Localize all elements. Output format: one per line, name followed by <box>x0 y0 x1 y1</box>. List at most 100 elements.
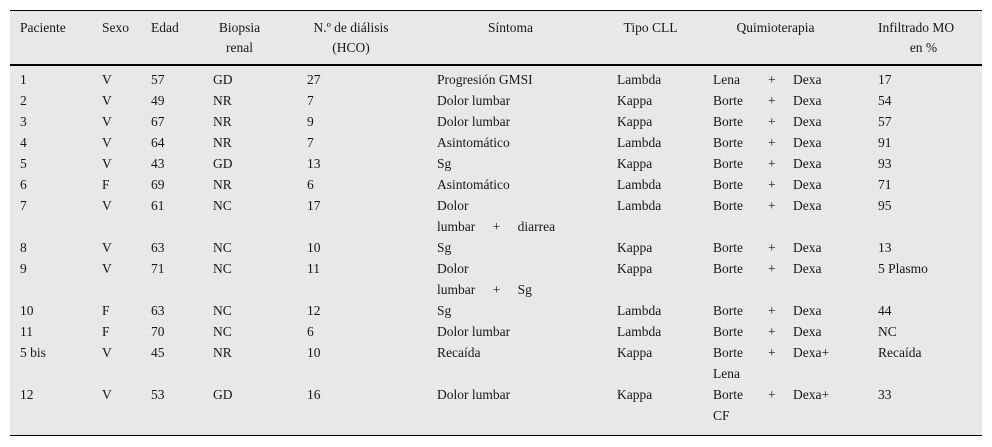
quimio-drug2: Dexa <box>793 240 822 255</box>
cell-dialisis: 11 <box>307 261 320 276</box>
quimio-drug1: Borte <box>713 177 743 192</box>
quimio-plus: + <box>768 240 776 255</box>
table-row: 8 V 63 NC 10 Sg Kappa Borte + Dexa 13 <box>10 237 982 258</box>
quimio-combo: Borte + Dexa <box>713 237 870 258</box>
cell-paciente: 3 <box>20 114 27 129</box>
cell-dialisis: 6 <box>307 177 314 192</box>
quimio-extra: Lena <box>713 366 740 381</box>
quimio-drug2: Dexa <box>793 72 822 87</box>
cell-quimio: Borte + Dexa <box>695 132 870 153</box>
cell-quimio: Borte + Dexa <box>695 153 870 174</box>
table-row: 11 F 70 NC 6 Dolor lumbar Lambda Borte + Dexa NC <box>10 321 982 342</box>
cell-biopsia: NC <box>213 198 232 213</box>
col-header-biopsia-renal: Biopsia renal <box>203 11 288 66</box>
cell-sexo: V <box>102 240 112 255</box>
quimio-combo: Borte + Dexa <box>713 195 870 216</box>
cell-tipo-cll: Kappa <box>617 114 653 129</box>
sintoma-line: Dolor lumbar <box>437 387 511 402</box>
cell-quimio: Borte + Dexa <box>695 90 870 111</box>
cell-sintoma: Dolor lumbar + Sg <box>415 258 607 300</box>
table-body: 1 V 57 GD 27 Progresión GMSI Lambda Lena + Dexa 17… <box>10 65 982 435</box>
cell-edad: 49 <box>151 93 165 108</box>
cell-quimio: Borte + Dexa <box>695 300 870 321</box>
cell-sexo: F <box>102 177 110 192</box>
cell-sexo: V <box>102 345 112 360</box>
cell-dialisis: 10 <box>307 345 321 360</box>
cell-sintoma: Dolor lumbar <box>415 321 607 342</box>
table-row: 3 V 67 NR 9 Dolor lumbar Kappa Borte + Dexa 57 <box>10 111 982 132</box>
cell-tipo-cll: Lambda <box>617 72 662 87</box>
cell-biopsia: GD <box>213 387 233 402</box>
cell-biopsia: NR <box>213 93 232 108</box>
cell-tipo-cll: Lambda <box>617 135 662 150</box>
cell-infiltrado: 57 <box>878 114 892 129</box>
cell-tipo-cll: Lambda <box>617 177 662 192</box>
cell-paciente: 10 <box>20 303 34 318</box>
col-header-num-dialisis: N.º de diálisis (HCO) <box>288 11 415 66</box>
quimio-drug1: Borte <box>713 198 743 213</box>
quimio-combo: Lena + Dexa <box>713 69 870 90</box>
quimio-combo: Borte + Dexa <box>713 153 870 174</box>
table-row: 1 V 57 GD 27 Progresión GMSI Lambda Lena + Dexa 17 <box>10 65 982 90</box>
cell-quimio: Borte + Dexa <box>695 195 870 237</box>
col-header-sexo: Sexo <box>95 11 148 66</box>
cell-tipo-cll: Kappa <box>617 387 653 402</box>
cell-sintoma: Sg <box>415 153 607 174</box>
cell-infiltrado: 5 Plasmo <box>878 261 928 276</box>
quimio-combo: Borte + Dexa+ CF <box>713 384 870 426</box>
sintoma-line: Dolor lumbar <box>437 114 511 129</box>
cell-dialisis: 17 <box>307 198 321 213</box>
cell-quimio: Lena + Dexa <box>695 65 870 90</box>
cell-edad: 71 <box>151 261 165 276</box>
cell-tipo-cll: Kappa <box>617 240 653 255</box>
quimio-plus: + <box>768 135 776 150</box>
table-header-row: Paciente Sexo Edad Biopsia renal N.º de … <box>10 11 982 66</box>
cell-sintoma: Dolor lumbar <box>415 384 607 435</box>
cell-sexo: F <box>102 303 110 318</box>
quimio-drug1: Borte <box>713 114 743 129</box>
cell-edad: 43 <box>151 156 165 171</box>
quimio-plus: + <box>768 387 776 402</box>
cell-biopsia: NR <box>213 135 232 150</box>
col-header-edad: Edad <box>148 11 203 66</box>
table-row: 10 F 63 NC 12 Sg Lambda Borte + Dexa 44 <box>10 300 982 321</box>
cell-quimio: Borte + Dexa <box>695 237 870 258</box>
cell-sexo: V <box>102 387 112 402</box>
cell-edad: 57 <box>151 72 165 87</box>
cell-edad: 45 <box>151 345 165 360</box>
sintoma-line: Dolor lumbar <box>437 93 511 108</box>
cell-sintoma: Progresión GMSI <box>415 65 607 90</box>
cell-sintoma: Recaída <box>415 342 607 384</box>
cell-quimio: Borte + Dexa <box>695 321 870 342</box>
sintoma-line: Asintomático <box>437 135 510 150</box>
quimio-plus: + <box>768 324 776 339</box>
cell-biopsia: NC <box>213 324 232 339</box>
quimio-drug1: Borte <box>713 135 743 150</box>
quimio-drug2: Dexa <box>793 261 822 276</box>
cell-dialisis: 27 <box>307 72 321 87</box>
cell-sintoma: Dolor lumbar <box>415 90 607 111</box>
quimio-drug1: Borte <box>713 387 743 402</box>
cell-tipo-cll: Kappa <box>617 93 653 108</box>
cell-dialisis: 7 <box>307 93 314 108</box>
cell-infiltrado: 95 <box>878 198 892 213</box>
table-row: 6 F 69 NR 6 Asintomático Lambda Borte + Dexa 71 <box>10 174 982 195</box>
cell-sintoma: Sg <box>415 237 607 258</box>
cell-paciente: 9 <box>20 261 27 276</box>
quimio-drug2: Dexa <box>793 177 822 192</box>
cell-dialisis: 9 <box>307 114 314 129</box>
table-row: 5 V 43 GD 13 Sg Kappa Borte + Dexa 93 <box>10 153 982 174</box>
quimio-drug2: Dexa <box>793 324 822 339</box>
cell-sexo: V <box>102 93 112 108</box>
quimio-drug1: Borte <box>713 303 743 318</box>
sintoma-line: lumbar + diarrea <box>437 219 556 234</box>
cell-tipo-cll: Lambda <box>617 324 662 339</box>
cell-infiltrado: 33 <box>878 387 892 402</box>
cell-tipo-cll: Kappa <box>617 345 653 360</box>
cell-quimio: Borte + Dexa <box>695 174 870 195</box>
quimio-drug2: Dexa <box>793 303 822 318</box>
quimio-drug2: Dexa <box>793 156 822 171</box>
quimio-drug2: Dexa <box>793 93 822 108</box>
cell-sexo: F <box>102 324 110 339</box>
quimio-combo: Borte + Dexa+ Lena <box>713 342 870 384</box>
